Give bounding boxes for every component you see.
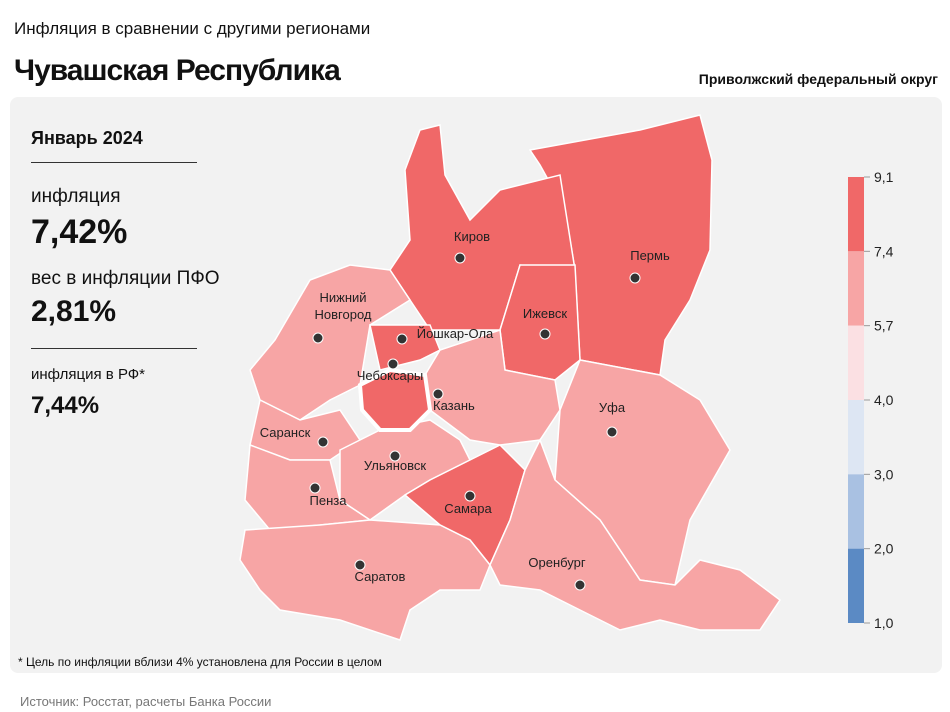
city-dot <box>464 490 476 502</box>
region <box>369 324 441 371</box>
city-label: Ижевск <box>523 306 568 321</box>
legend-bin <box>848 474 864 549</box>
region <box>489 438 782 631</box>
city-label: Саратов <box>355 569 406 584</box>
city-label: Йошкар-Ола <box>417 326 494 341</box>
region <box>249 264 412 421</box>
city-label: Пермь <box>630 248 670 263</box>
city-dot <box>454 252 466 264</box>
legend-bin <box>848 251 864 326</box>
legend-bin <box>848 548 864 623</box>
city-label: Нижний Новгород <box>315 290 372 322</box>
city-dot <box>387 358 399 370</box>
city-dot <box>606 426 618 438</box>
district: Приволжский федеральный округ <box>698 71 938 87</box>
inflation-value: 7,42% <box>31 213 128 251</box>
city-label-line: Нижний <box>319 290 366 305</box>
legend-tick-label: 7,4 <box>874 243 894 259</box>
city-label-line: Новгород <box>315 307 372 322</box>
period: Январь 2024 <box>31 128 143 148</box>
city-dot <box>312 332 324 344</box>
city-dot <box>574 579 586 591</box>
legend-bin <box>848 400 864 475</box>
rf-label: инфляция в РФ* <box>31 366 146 383</box>
legend-tick-label: 5,7 <box>874 318 894 334</box>
city-dot <box>309 482 321 494</box>
legend-bin <box>848 177 864 252</box>
weight-label: вес в инфляции ПФО <box>31 268 220 289</box>
city-dot <box>396 333 408 345</box>
legend-bin <box>848 325 864 400</box>
city-label: Киров <box>454 229 490 244</box>
subtitle: Инфляция в сравнении с другими регионами <box>14 19 371 38</box>
cities: Киров Пермь Нижний Новгород Йошкар-Ола Ижевск… <box>260 229 670 591</box>
legend-tick-label: 1,0 <box>874 615 894 631</box>
city-label: Саранск <box>260 425 311 440</box>
city-label: Пенза <box>310 493 348 508</box>
legend-tick-label: 4,0 <box>874 392 894 408</box>
region-highlight <box>357 367 433 432</box>
weight-value: 2,81% <box>31 295 117 328</box>
legend-tick-label: 2,0 <box>874 541 894 557</box>
city-label: Чебоксары <box>357 368 424 383</box>
city-dot <box>354 559 366 571</box>
divider <box>31 162 197 163</box>
title: Чувашская Республика <box>14 54 341 87</box>
region <box>239 519 491 641</box>
city-dot <box>317 436 329 448</box>
city-dot <box>629 272 641 284</box>
city-label: Уфа <box>599 400 626 415</box>
rf-value: 7,44% <box>31 392 100 419</box>
city-label: Ульяновск <box>364 458 426 473</box>
legend-tick-label: 9,1 <box>874 169 894 185</box>
city-label: Оренбург <box>528 555 585 570</box>
city-dot <box>432 388 444 400</box>
city-label: Самара <box>444 501 492 516</box>
city-label: Казань <box>433 398 475 413</box>
source: Источник: Росстат, расчеты Банка России <box>20 694 272 709</box>
legend: 9,1 7,4 5,7 4,0 3,0 2,0 1,0 <box>848 169 894 631</box>
footnote: * Цель по инфляции вблизи 4% установлена… <box>18 655 382 669</box>
city-dot <box>389 450 401 462</box>
legend-tick-label: 3,0 <box>874 466 894 482</box>
divider <box>31 348 197 349</box>
regions <box>239 114 782 641</box>
inflation-label: инфляция <box>31 186 121 207</box>
city-dot <box>539 328 551 340</box>
